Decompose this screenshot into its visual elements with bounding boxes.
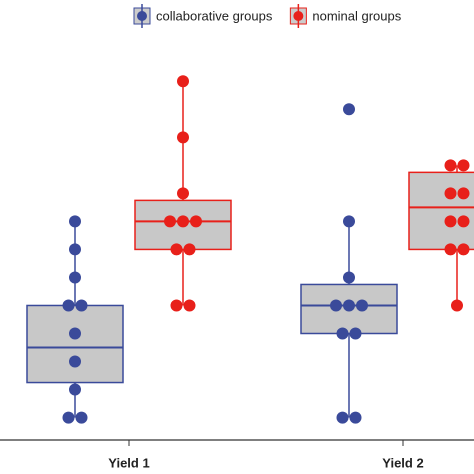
data-point	[69, 271, 81, 284]
data-point	[343, 271, 355, 284]
data-point	[69, 355, 81, 368]
data-point	[75, 411, 88, 424]
data-point	[69, 383, 81, 396]
data-point	[177, 215, 189, 228]
x-tick-label: Yield 2	[382, 455, 423, 470]
data-point	[444, 243, 457, 256]
legend-label: nominal groups	[312, 8, 401, 23]
data-point	[330, 299, 342, 312]
legend-dot	[293, 11, 304, 21]
data-point	[444, 159, 457, 172]
data-point	[343, 299, 355, 312]
data-point	[183, 299, 196, 312]
data-point	[444, 187, 457, 200]
data-point	[343, 215, 355, 228]
data-point	[451, 299, 463, 312]
data-point	[170, 243, 183, 256]
data-point	[62, 411, 75, 424]
data-point	[177, 131, 189, 144]
data-point	[177, 75, 189, 88]
data-point	[69, 243, 81, 256]
data-point	[170, 299, 183, 312]
data-point	[356, 299, 368, 312]
box	[26, 304, 124, 384]
data-point	[336, 327, 349, 340]
data-point	[457, 159, 470, 172]
data-point	[349, 327, 362, 340]
data-point	[183, 243, 196, 256]
data-point	[336, 411, 349, 424]
box	[408, 171, 474, 251]
data-point	[444, 215, 457, 228]
data-point	[75, 299, 88, 312]
legend-label: collaborative groups	[156, 8, 273, 23]
data-point	[457, 243, 470, 256]
data-point	[457, 215, 470, 228]
data-point	[62, 299, 75, 312]
data-point	[457, 187, 470, 200]
data-point	[343, 103, 355, 116]
data-point	[164, 215, 176, 228]
data-point	[177, 187, 189, 200]
data-point	[69, 327, 81, 340]
data-point	[69, 215, 81, 228]
data-point	[349, 411, 362, 424]
x-tick-label: Yield 1	[108, 455, 149, 470]
legend-dot	[137, 11, 147, 21]
data-point	[190, 215, 202, 228]
